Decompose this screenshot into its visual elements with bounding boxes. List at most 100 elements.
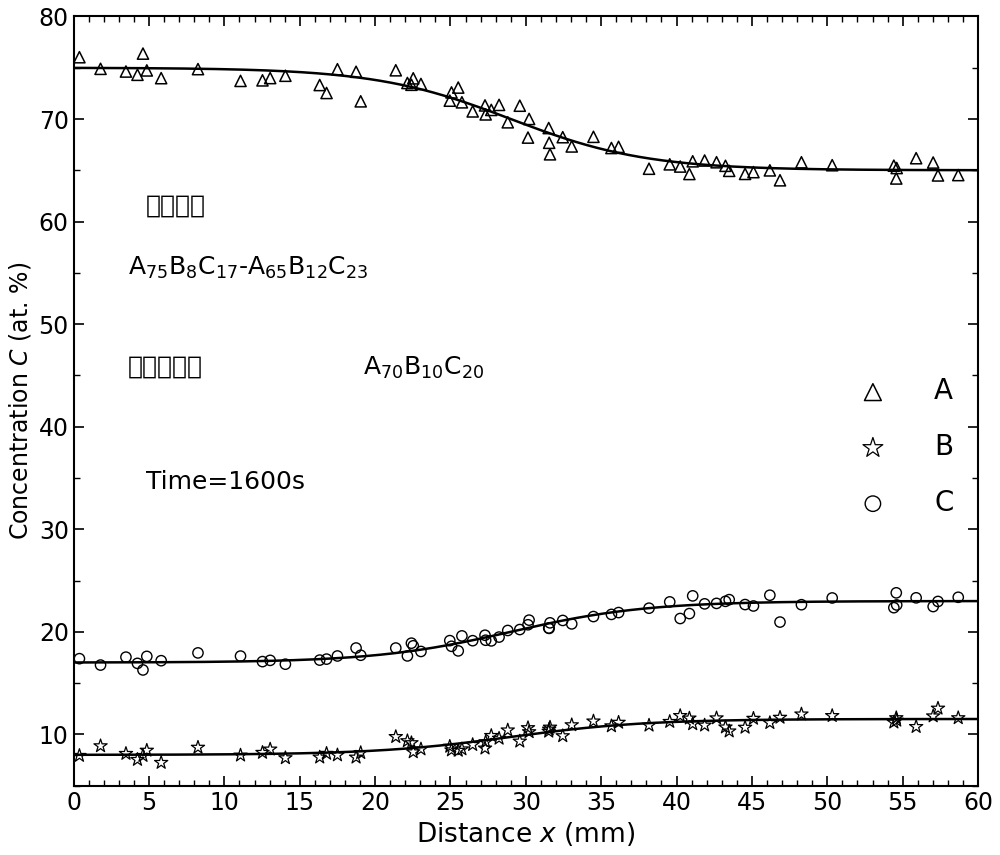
A [153,71,169,85]
C [405,639,421,652]
B [399,734,415,748]
A [388,63,404,77]
A [542,147,558,161]
B [930,702,946,716]
B [772,711,788,724]
A [483,103,499,117]
B [603,719,619,733]
A [413,77,429,91]
B [745,711,761,725]
A [312,78,328,91]
C [793,598,809,611]
B [908,720,924,734]
C [585,610,601,623]
C [403,636,419,650]
C [118,651,134,664]
A [450,80,466,94]
A [564,139,580,153]
C [388,641,404,655]
A [399,76,415,90]
C [888,586,904,599]
B [413,742,429,756]
B [542,721,558,734]
A [442,94,458,108]
C [454,629,470,643]
C [319,652,335,666]
C [542,616,558,629]
A [672,160,688,174]
X-axis label: Distance $x$ (mm): Distance $x$ (mm) [416,820,636,848]
B [685,717,701,731]
B [541,722,557,736]
B [709,711,725,725]
A [555,130,571,144]
A [520,131,536,144]
C [681,607,697,621]
B [824,709,840,722]
C [564,617,580,631]
A [521,112,537,126]
C [442,634,458,647]
C [254,655,270,669]
C [413,645,429,658]
C [541,622,557,635]
B [348,751,364,764]
C [71,652,87,665]
A [329,62,345,76]
A [737,167,753,180]
A [662,157,678,171]
A [585,130,601,144]
Text: Time=1600s: Time=1600s [146,470,305,494]
B [233,748,249,762]
C [889,598,905,612]
B [483,728,499,742]
A [129,68,145,81]
C [500,623,516,637]
A [348,65,364,79]
C [329,649,345,663]
Y-axis label: Concentration $C$ (at. %): Concentration $C$ (at. %) [7,262,33,540]
C [685,589,701,603]
C [824,591,840,604]
C [697,597,713,610]
A [541,136,557,150]
A [950,168,966,182]
A [889,162,905,175]
A [793,156,809,169]
B [521,725,537,739]
A [762,163,778,177]
A [454,96,470,109]
B [329,748,345,762]
B [681,711,697,725]
B [555,729,571,743]
Text: A$_{75}$B$_{8}$C$_{17}$-A$_{65}$B$_{12}$C$_{23}$: A$_{75}$B$_{8}$C$_{17}$-A$_{65}$B$_{12}$… [128,255,368,281]
C [190,646,206,660]
C [491,630,507,644]
B [477,741,493,755]
B [118,746,134,760]
A [697,154,713,168]
B [611,716,627,729]
C [886,601,902,615]
B [388,730,404,744]
C [262,653,278,667]
C [925,599,941,613]
C [930,594,946,608]
C [772,616,788,629]
C [233,649,249,663]
B [153,756,169,770]
A [443,86,459,99]
A [512,99,528,113]
C [908,591,924,604]
A [491,98,507,112]
B [129,752,145,766]
B [491,732,507,746]
C [465,634,481,647]
A [353,95,369,109]
B [135,749,151,763]
B [886,716,902,729]
C [541,622,557,635]
B [697,718,713,732]
C [139,650,155,663]
A [824,158,840,172]
